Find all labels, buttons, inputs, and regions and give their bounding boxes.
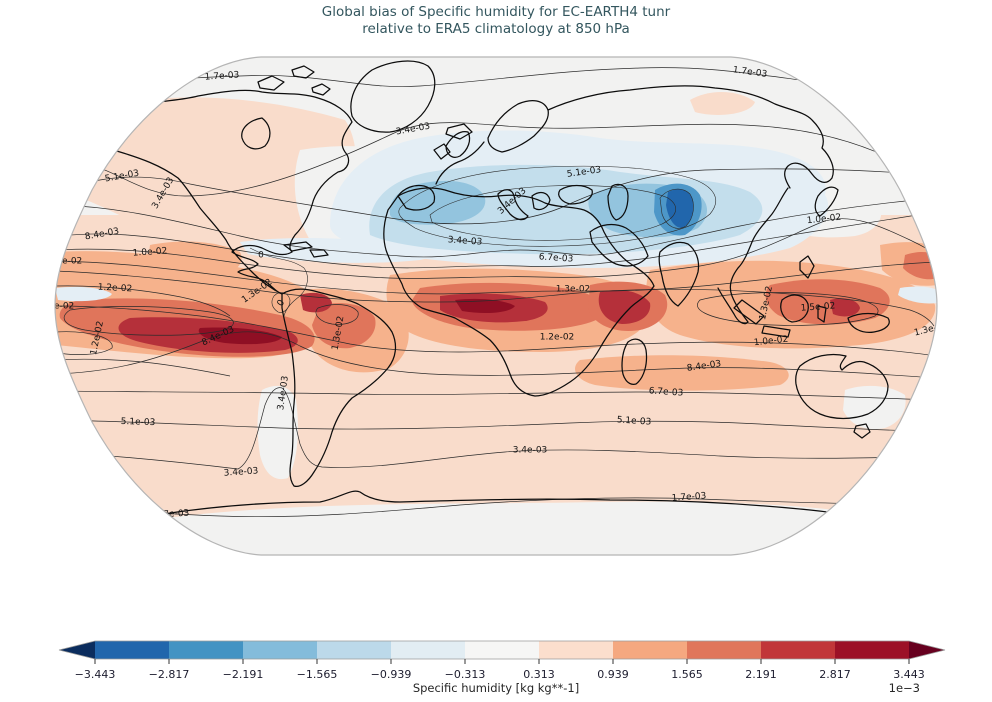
colorbar-tick-label: 2.817 [819,668,851,681]
colorbar-tick-label: −2.817 [149,668,190,681]
colorbar-extend-right [909,641,945,659]
contour-label: 6.7e-03 [39,386,74,396]
contour-label: 1.0e-02 [753,335,788,349]
colorbar-label: Specific humidity [kg kg**-1] [412,681,580,695]
colorbar-segment [613,641,687,659]
contour-label: 3.4e-03 [447,235,482,247]
colorbar-tick-label: 0.939 [597,668,629,681]
bias-fill-layer [55,57,937,555]
colorbar-tick-label: −2.191 [223,668,264,681]
colorbar-tick-label: 3.443 [893,668,925,681]
colorbar-segment [835,641,909,659]
contour-label: 5.1e-03 [566,165,602,180]
contour-label: 1.5e-02 [800,301,835,313]
title-line-2: relative to ERA5 climatology at 850 hPa [362,20,630,37]
contour-label: 1.2e-02 [97,283,132,295]
contour-label: 1.3e-02 [3,334,38,344]
contour-lines [55,67,937,518]
contour-label: 3.4e-03 [513,446,548,456]
colorbar-segment [243,641,317,659]
contour-label: 8.4e-03 [923,204,959,226]
contour-label: 1.7e-03 [671,491,706,503]
contour-label: 1.3e-02 [556,285,591,295]
colorbar-tick-label: −3.443 [75,668,116,681]
contour-label: 1.2e-02 [937,302,972,312]
colorbar-segment [465,641,539,659]
plot-title: Global bias of Specific humidity for EC-… [0,4,992,37]
contour-label: 0 [258,251,264,261]
contour-label: 5.1e-03 [616,415,651,427]
world-map: 1.7e-03 3.4e-03 1.7e-03 5.1e-03 3.4e-03 6.7e-… [3,56,972,556]
colorbar-tick-label: −0.939 [371,668,412,681]
contour-label: 1.0e-02 [806,213,841,227]
colorbar-scale-label: 1e−3 [888,681,920,695]
contour-label: 5.1e-03 [121,417,156,428]
contour-label: 0 [276,298,288,308]
contour-label: 6.7e-03 [538,252,573,264]
colorbar-segment [761,641,835,659]
map-outline [54,56,938,556]
colorbar-tick-label: −0.313 [445,668,486,681]
colorbar-segment [169,641,243,659]
coastlines [61,60,933,525]
colorbar-tick-label: 1.565 [671,668,703,681]
colorbar-extend-left [59,641,95,659]
contour-label: 3.4e-03 [223,466,258,478]
contour-label: 1.7e-03 [204,70,239,82]
contour-label: 1.7e-03 [732,65,768,80]
contour-label: 1.0e-02 [29,357,64,367]
colorbar-canvas: −3.443 −2.817 −2.191 −1.565 −0.939 −0.313 0.31… [58,640,946,681]
colorbar-segment [95,641,169,659]
colorbar-segment [687,641,761,659]
contour-label: 1.0e-02 [40,302,75,312]
contour-label: 1.2e-02 [48,257,83,267]
colorbar-tick-label: 2.191 [745,668,777,681]
contour-label: 3.4e-03 [276,375,291,411]
contour-label: 1.0e-02 [132,246,167,258]
contour-label: 1.3e-02 [11,267,46,277]
colorbar-segment [317,641,391,659]
contour-label: 6.7e-03 [648,386,683,398]
contour-label: 1.7e-03 [155,509,190,521]
contour-label: 6.7e-03 [13,200,48,210]
contour-label: 1.2e-02 [540,333,575,343]
colorbar-segment [391,641,465,659]
contour-label: 1.2e-02 [932,258,967,268]
contour-label: 8.4e-03 [686,359,722,374]
colorbar-tick-label: 0.313 [523,668,555,681]
contour-label: 5.1e-03 [898,168,934,183]
title-line-1: Global bias of Specific humidity for EC-… [321,4,671,20]
colorbar-segment [539,641,613,659]
colorbar-tick-label: −1.565 [297,668,338,681]
